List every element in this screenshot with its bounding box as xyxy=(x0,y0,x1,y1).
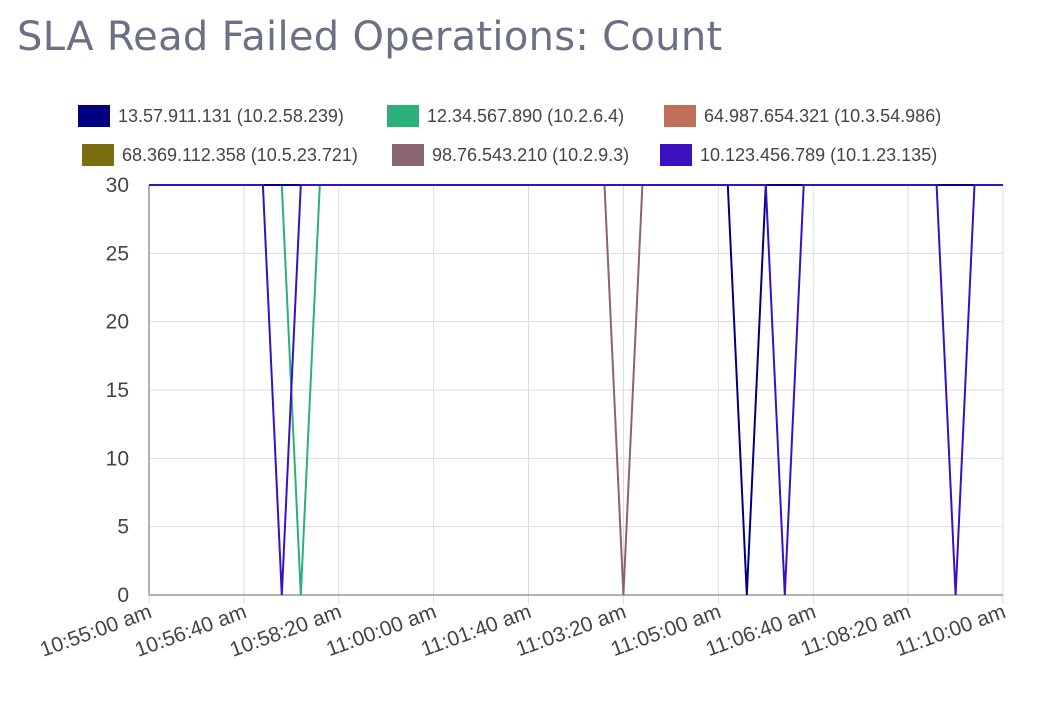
y-tick-label: 5 xyxy=(117,516,129,539)
legend-label: 10.123.456.789 (10.1.23.135) xyxy=(700,144,938,165)
y-axis-tick-labels: 0 5 10 15 20 25 30 xyxy=(106,174,129,607)
legend-label: 13.57.911.131 (10.2.58.239) xyxy=(118,105,344,126)
axes xyxy=(148,185,1003,596)
legend-item-series-5[interactable]: 98.76.543.210 (10.2.9.3) xyxy=(392,143,629,167)
y-tick-label: 30 xyxy=(106,174,129,197)
legend-item-series-1[interactable]: 13.57.911.131 (10.2.58.239) xyxy=(78,104,344,128)
legend-item-series-2[interactable]: 12.34.567.890 (10.2.6.4) xyxy=(387,104,624,128)
y-tick-label: 10 xyxy=(106,447,129,470)
y-tick-label: 15 xyxy=(106,379,129,402)
legend-label: 64.987.654.321 (10.3.54.986) xyxy=(704,105,942,126)
legend-swatch xyxy=(78,105,110,127)
y-tick-label: 20 xyxy=(106,311,129,334)
legend-label: 98.76.543.210 (10.2.9.3) xyxy=(432,144,630,165)
legend-item-series-4[interactable]: 68.369.112.358 (10.5.23.721) xyxy=(82,143,358,167)
legend-swatch xyxy=(392,144,424,166)
legend-swatch xyxy=(660,144,692,166)
legend-item-series-3[interactable]: 64.987.654.321 (10.3.54.986) xyxy=(664,104,941,128)
y-tick-label: 25 xyxy=(106,242,129,265)
legend-swatch xyxy=(387,105,419,127)
grid-lines xyxy=(148,184,1004,604)
series-lines xyxy=(149,184,1003,596)
legend-swatch xyxy=(664,105,696,127)
y-tick-label: 0 xyxy=(117,584,129,607)
series-line-6 xyxy=(149,184,1003,596)
legend-swatch xyxy=(82,144,114,166)
legend-item-series-6[interactable]: 10.123.456.789 (10.1.23.135) xyxy=(660,143,937,167)
chart-title: SLA Read Failed Operations: Count xyxy=(17,14,723,60)
legend-label: 12.34.567.890 (10.2.6.4) xyxy=(427,105,625,126)
legend-label: 68.369.112.358 (10.5.23.721) xyxy=(122,144,358,165)
x-tick-label: 11:10:00 am xyxy=(893,600,1009,661)
